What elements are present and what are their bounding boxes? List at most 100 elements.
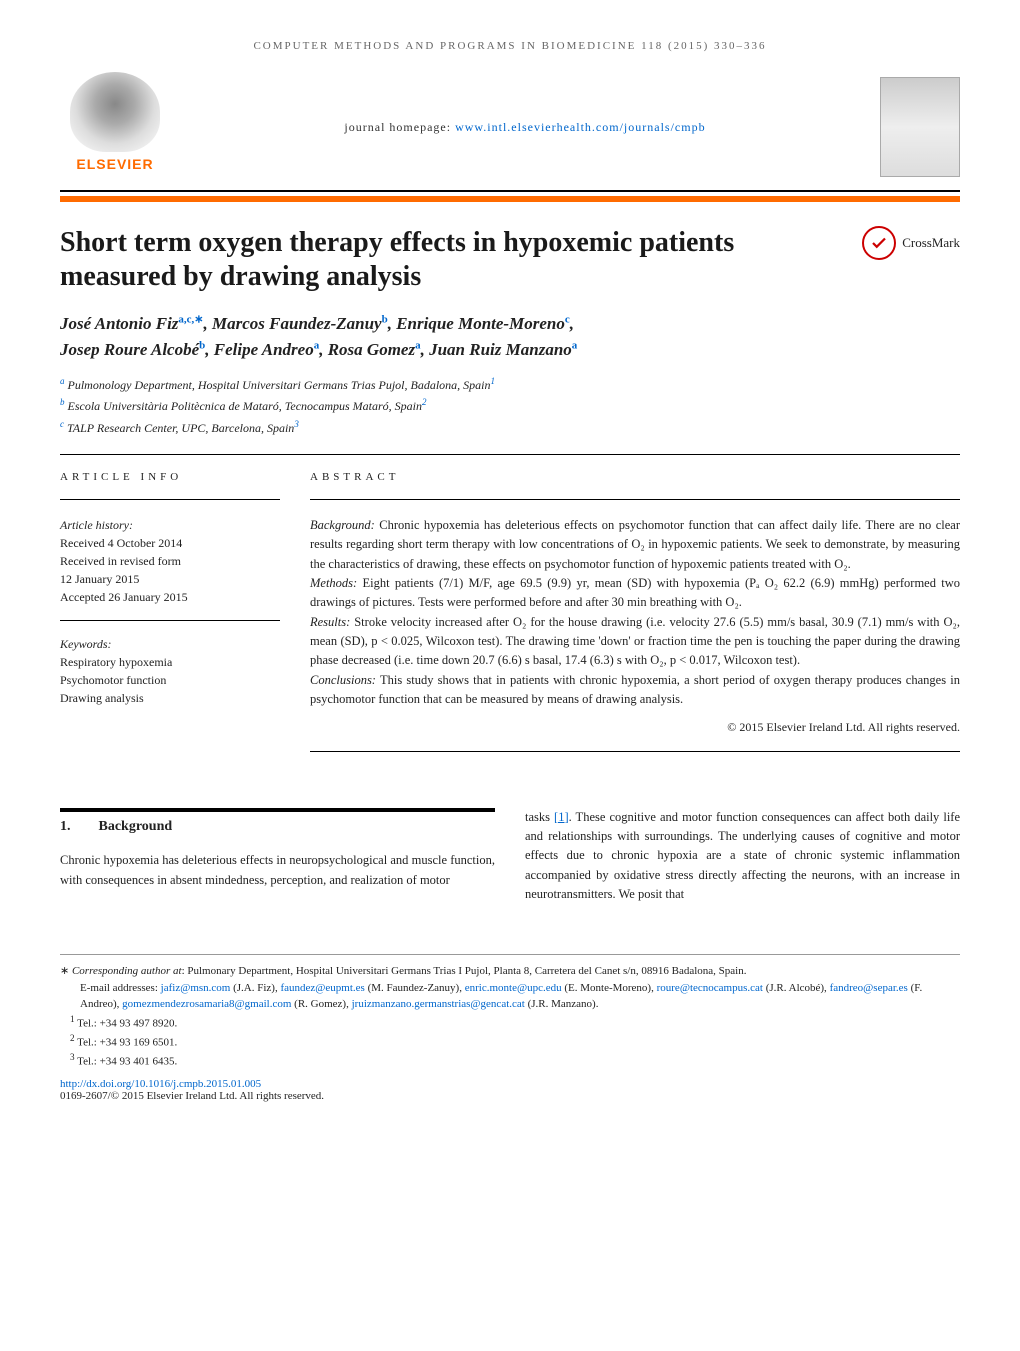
author-4: Josep Roure Alcobé bbox=[60, 340, 199, 359]
journal-homepage-link[interactable]: www.intl.elsevierhealth.com/journals/cmp… bbox=[455, 120, 706, 134]
tel-3: 3 Tel.: +34 93 401 6435. bbox=[70, 1051, 960, 1070]
corr-star: ∗ bbox=[60, 965, 72, 977]
author-1-sup: a,c,∗ bbox=[178, 314, 203, 326]
article-info-head: ARTICLE INFO bbox=[60, 471, 280, 483]
journal-cover-thumb bbox=[880, 77, 960, 177]
tel-3-text: Tel.: +34 93 401 6435. bbox=[77, 1056, 177, 1068]
tel-2: 2 Tel.: +34 93 169 6501. bbox=[70, 1032, 960, 1051]
article-history: Article history: Received 4 October 2014… bbox=[60, 516, 280, 621]
doi-link[interactable]: http://dx.doi.org/10.1016/j.cmpb.2015.01… bbox=[60, 1078, 261, 1090]
author-3-comma: , bbox=[570, 314, 574, 333]
tel-1-text: Tel.: +34 93 497 8920. bbox=[77, 1018, 177, 1030]
abstract-col: ABSTRACT Background: Chronic hypoxemia h… bbox=[310, 471, 960, 768]
running-head: COMPUTER METHODS AND PROGRAMS IN BIOMEDI… bbox=[60, 40, 960, 52]
abs-background-label: Background: bbox=[310, 518, 375, 532]
body-col-left: 1. Background Chronic hypoxemia has dele… bbox=[60, 808, 495, 905]
abs-background: Chronic hypoxemia has deleterious effect… bbox=[310, 518, 960, 571]
affiliation-b: b Escola Universitària Politècnica de Ma… bbox=[60, 395, 960, 416]
history-revised-1: Received in revised form bbox=[60, 552, 280, 570]
footnotes: ∗ Corresponding author at: Pulmonary Dep… bbox=[60, 954, 960, 1070]
doi-line: http://dx.doi.org/10.1016/j.cmpb.2015.01… bbox=[60, 1078, 960, 1102]
author-1: José Antonio Fiz bbox=[60, 314, 178, 333]
body-right-para: tasks [1]. These cognitive and motor fun… bbox=[525, 808, 960, 905]
section-1-title: Background bbox=[99, 816, 173, 838]
email-5[interactable]: fandreo@separ.es bbox=[830, 982, 908, 994]
author-6-pre: , Rosa Gomez bbox=[319, 340, 415, 359]
authors: José Antonio Fiza,c,∗, Marcos Faundez-Za… bbox=[60, 311, 960, 362]
email-1-who: (J.A. Fiz), bbox=[230, 982, 280, 994]
tel-1: 1 Tel.: +34 93 497 8920. bbox=[70, 1013, 960, 1032]
journal-header: ELSEVIER journal homepage: www.intl.else… bbox=[60, 72, 960, 192]
affiliation-c-note: 3 bbox=[294, 419, 299, 429]
corresponding-author: ∗ Corresponding author at: Pulmonary Dep… bbox=[60, 963, 960, 980]
email-addresses: E-mail addresses: jafiz@msn.com (J.A. Fi… bbox=[80, 980, 960, 1013]
info-abstract-row: ARTICLE INFO Article history: Received 4… bbox=[60, 471, 960, 768]
divider bbox=[60, 454, 960, 455]
corr-text: : Pulmonary Department, Hospital Univers… bbox=[182, 965, 747, 977]
email-4-who: (J.R. Alcobé), bbox=[763, 982, 830, 994]
affiliation-c-text: TALP Research Center, UPC, Barcelona, Sp… bbox=[67, 421, 294, 435]
email-3-who: (E. Monte-Moreno), bbox=[562, 982, 657, 994]
elsevier-logo: ELSEVIER bbox=[60, 72, 170, 182]
affiliation-a-text: Pulmonology Department, Hospital Univers… bbox=[68, 378, 491, 392]
divider bbox=[310, 499, 960, 500]
ref-1-link[interactable]: [1] bbox=[554, 810, 569, 824]
abs-methods-label: Methods: bbox=[310, 576, 357, 590]
tel-2-text: Tel.: +34 93 169 6501. bbox=[77, 1037, 177, 1049]
corr-label: Corresponding author at bbox=[72, 965, 182, 977]
keyword-2: Psychomotor function bbox=[60, 671, 280, 689]
abs-conclusions-label: Conclusions: bbox=[310, 673, 376, 687]
body-columns: 1. Background Chronic hypoxemia has dele… bbox=[60, 808, 960, 905]
affiliation-a: a Pulmonology Department, Hospital Unive… bbox=[60, 374, 960, 395]
body-right-b: . These cognitive and motor function con… bbox=[525, 810, 960, 902]
author-5-pre: , Felipe Andreo bbox=[205, 340, 313, 359]
author-3-pre: , Enrique Monte-Moreno bbox=[388, 314, 565, 333]
author-7-pre: , Juan Ruiz Manzano bbox=[421, 340, 572, 359]
title-row: Short term oxygen therapy effects in hyp… bbox=[60, 226, 960, 293]
article-title: Short term oxygen therapy effects in hyp… bbox=[60, 226, 862, 293]
keyword-1: Respiratory hypoxemia bbox=[60, 653, 280, 671]
email-6[interactable]: gomezmendezrosamaria8@gmail.com bbox=[122, 998, 291, 1010]
abs-results: Stroke velocity increased after O₂ for t… bbox=[310, 615, 960, 668]
section-1-header: 1. Background bbox=[60, 808, 495, 838]
affiliation-a-note: 1 bbox=[491, 376, 496, 386]
divider bbox=[310, 751, 960, 752]
section-1-number: 1. bbox=[60, 816, 71, 838]
elsevier-tree-icon bbox=[70, 72, 160, 152]
email-2[interactable]: faundez@eupmt.es bbox=[280, 982, 364, 994]
history-received: Received 4 October 2014 bbox=[60, 534, 280, 552]
email-1[interactable]: jafiz@msn.com bbox=[161, 982, 231, 994]
body-left-para: Chronic hypoxemia has deleterious effect… bbox=[60, 851, 495, 890]
affiliations: a Pulmonology Department, Hospital Unive… bbox=[60, 374, 960, 438]
author-2-pre: , Marcos Faundez-Zanuy bbox=[204, 314, 382, 333]
author-7-sup: a bbox=[572, 339, 578, 351]
crossmark-icon bbox=[862, 226, 896, 260]
abstract-copyright: © 2015 Elsevier Ireland Ltd. All rights … bbox=[310, 720, 960, 735]
email-3[interactable]: enric.monte@upc.edu bbox=[465, 982, 562, 994]
email-4[interactable]: roure@tecnocampus.cat bbox=[657, 982, 763, 994]
email-7-who: (J.R. Manzano). bbox=[525, 998, 599, 1010]
email-7[interactable]: jruizmanzano.germanstrias@gencat.cat bbox=[352, 998, 525, 1010]
elsevier-label: ELSEVIER bbox=[76, 156, 153, 172]
crossmark-badge[interactable]: CrossMark bbox=[862, 226, 960, 260]
orange-divider bbox=[60, 196, 960, 202]
abs-methods: Eight patients (7/1) M/F, age 69.5 (9.9)… bbox=[310, 576, 960, 609]
keywords: Keywords: Respiratory hypoxemia Psychomo… bbox=[60, 635, 280, 707]
history-label: Article history: bbox=[60, 516, 280, 534]
issn-copyright: 0169-2607/© 2015 Elsevier Ireland Ltd. A… bbox=[60, 1090, 324, 1102]
affiliation-b-text: Escola Universitària Politècnica de Mata… bbox=[68, 399, 423, 413]
body-right-a: tasks bbox=[525, 810, 554, 824]
history-accepted: Accepted 26 January 2015 bbox=[60, 588, 280, 606]
keyword-3: Drawing analysis bbox=[60, 689, 280, 707]
affiliation-c: c TALP Research Center, UPC, Barcelona, … bbox=[60, 417, 960, 438]
abs-results-label: Results: bbox=[310, 615, 350, 629]
abs-conclusions: This study shows that in patients with c… bbox=[310, 673, 960, 706]
article-info-col: ARTICLE INFO Article history: Received 4… bbox=[60, 471, 280, 768]
email-2-who: (M. Faundez-Zanuy), bbox=[365, 982, 465, 994]
divider bbox=[60, 499, 280, 500]
journal-homepage-label: journal homepage: bbox=[344, 120, 455, 134]
abstract-head: ABSTRACT bbox=[310, 471, 960, 483]
journal-homepage: journal homepage: www.intl.elsevierhealt… bbox=[344, 120, 705, 135]
affiliation-b-note: 2 bbox=[422, 397, 427, 407]
email-label: E-mail addresses: bbox=[80, 982, 161, 994]
